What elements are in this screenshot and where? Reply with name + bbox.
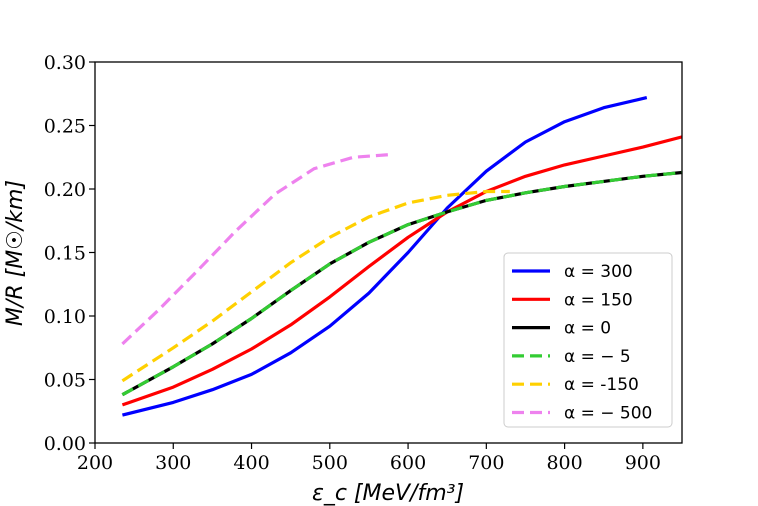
legend-label-2: α = 0 [564,319,611,339]
y-tick-label: 0.00 [44,433,86,455]
x-tick-label: 400 [233,452,269,474]
legend: α = 300 α = 150 α = 0 α = − 5 α = -150 α = − … [503,252,673,428]
x-tick-label: 200 [77,452,113,474]
x-tick-label: 800 [546,452,582,474]
legend-box [503,252,673,428]
legend-label-5: α = − 500 [564,404,652,424]
y-tick-label: 0.10 [44,306,86,328]
tick-layer: 200 300 400 500 600 700 800 900 0.00 0.05 0.10 0.15… [44,52,661,474]
legend-label-4: α = -150 [564,375,639,395]
y-tick-label: 0.20 [44,179,86,201]
series-layer [121,96,682,417]
y-axis-label: M/R [M☉/km] [3,180,28,326]
x-axis-label: ε_c [MeV/fm³] [312,481,464,506]
series-line-4 [121,189,510,383]
y-tick-label: 0.05 [44,370,86,392]
legend-label-3: α = − 5 [564,347,631,367]
legend-label-1: α = 150 [564,290,633,310]
legend-label-0: α = 300 [564,262,633,282]
y-tick-label: 0.25 [44,116,86,138]
x-tick-label: 300 [155,452,191,474]
series-line-1 [121,135,682,407]
y-tick-label: 0.30 [44,52,86,74]
x-tick-label: 500 [312,452,348,474]
series-line-3 [121,170,682,397]
series-line-5 [121,153,389,346]
series-line-0 [122,96,648,417]
x-tick-label: 600 [390,452,426,474]
y-tick-label: 0.15 [44,243,86,265]
x-tick-label: 900 [625,452,661,474]
x-tick-label: 700 [468,452,504,474]
